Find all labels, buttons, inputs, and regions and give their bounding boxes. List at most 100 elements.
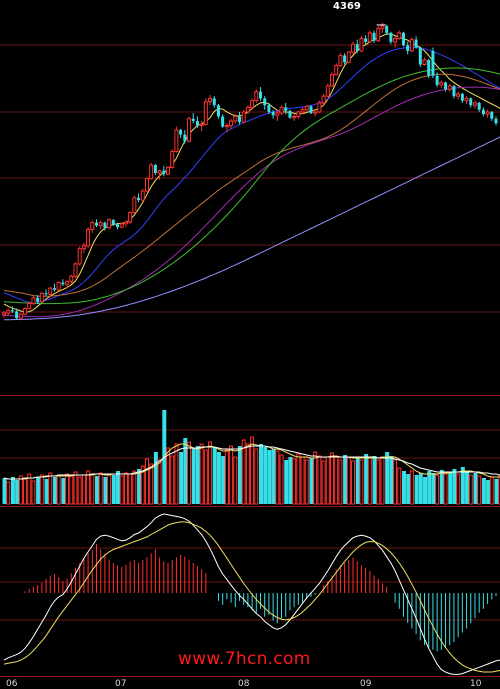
moving-average-lines	[3, 33, 500, 321]
candle-body	[317, 102, 322, 113]
volume-bar	[195, 446, 200, 504]
candle-body	[216, 105, 220, 117]
x-tick-label: 08	[238, 679, 250, 689]
candle-body	[460, 93, 464, 101]
volume-bar	[359, 459, 364, 505]
candle-body	[6, 309, 11, 314]
volume-bar	[2, 478, 7, 504]
volume-bar	[95, 476, 100, 504]
volume-bar	[44, 479, 49, 504]
volume-bar	[406, 474, 411, 504]
candle-body	[330, 74, 334, 87]
macd-line	[3, 513, 500, 675]
volume-bar	[98, 472, 103, 505]
candle-body	[77, 248, 82, 265]
candle-body	[107, 219, 112, 229]
volume-bar	[321, 460, 326, 505]
volume-bar	[111, 475, 116, 504]
volume-bar	[216, 452, 221, 504]
axis-divider	[0, 676, 500, 677]
candle-body	[144, 178, 149, 192]
candle-body	[229, 120, 234, 127]
candle-body	[469, 98, 473, 106]
volume-bar	[397, 467, 402, 505]
candle-body	[309, 106, 313, 114]
x-tick-label: 07	[115, 679, 127, 689]
candle-body	[292, 115, 297, 119]
candle-body	[90, 222, 95, 230]
volume-gridlines	[0, 429, 500, 459]
candle-body	[2, 312, 6, 316]
volume-bar	[313, 451, 318, 505]
volume-bar	[191, 448, 196, 504]
candle-body	[263, 98, 267, 106]
volume-bar	[73, 471, 78, 505]
volume-bar	[389, 456, 394, 504]
candle-body	[325, 85, 330, 97]
candle-body	[119, 223, 124, 228]
volume-bar	[452, 469, 457, 504]
volume-bar	[103, 477, 108, 504]
volume-bar	[166, 447, 170, 505]
volume-bar	[15, 480, 20, 504]
volume-bar	[300, 456, 305, 505]
volume-bar	[439, 470, 444, 504]
candle-body	[431, 50, 435, 76]
volume-bar	[144, 458, 149, 505]
candle-body	[288, 110, 292, 118]
volume-bar	[346, 457, 351, 505]
candle-body	[56, 282, 61, 291]
volume-bar	[372, 456, 377, 504]
volume-bar	[140, 465, 145, 505]
candle-body	[254, 91, 259, 102]
volume-bar	[61, 478, 66, 504]
volume-bar	[448, 472, 453, 504]
candle-body	[98, 222, 103, 226]
volume-bar	[489, 476, 494, 505]
volume-bar	[137, 469, 142, 504]
volume-bar	[385, 452, 390, 504]
volume-bar	[6, 481, 11, 505]
candle-body	[245, 106, 250, 113]
volume-bar	[179, 452, 184, 504]
candle-body	[86, 228, 91, 247]
candle-body	[452, 85, 456, 97]
volume-bar	[187, 441, 192, 505]
candle-body	[52, 288, 56, 290]
candle-body	[137, 197, 141, 201]
candle-body	[179, 130, 183, 135]
candle-body	[304, 105, 309, 111]
volume-bar	[486, 480, 491, 504]
candle-body	[351, 43, 356, 53]
candle-body	[31, 297, 36, 304]
moving-average-line	[3, 136, 500, 321]
candle-body	[10, 310, 14, 312]
volume-bar	[304, 459, 309, 505]
volume-bar	[418, 473, 423, 504]
volume-bar	[334, 455, 339, 505]
candle-body	[103, 222, 107, 228]
volume-bar	[153, 452, 158, 504]
candle-body	[73, 263, 78, 277]
volume-bar	[170, 455, 175, 505]
volume-bar	[27, 473, 32, 505]
volume-average-lines	[3, 443, 500, 480]
volume-bars	[2, 410, 500, 505]
candlestick-series	[2, 22, 498, 321]
candle-body	[203, 101, 208, 125]
candle-body	[296, 111, 301, 117]
candle-body	[267, 105, 271, 112]
volume-bar	[90, 473, 95, 505]
volume-bar	[427, 471, 432, 504]
candle-body	[153, 165, 157, 173]
volume-bar	[208, 441, 213, 505]
candle-body	[439, 82, 444, 86]
candle-body	[81, 245, 86, 250]
volume-bar	[233, 456, 238, 505]
candle-body	[418, 47, 422, 65]
volume-bar	[292, 458, 297, 505]
candle-body	[427, 59, 431, 76]
candle-body	[61, 282, 65, 285]
candle-body	[111, 219, 115, 225]
